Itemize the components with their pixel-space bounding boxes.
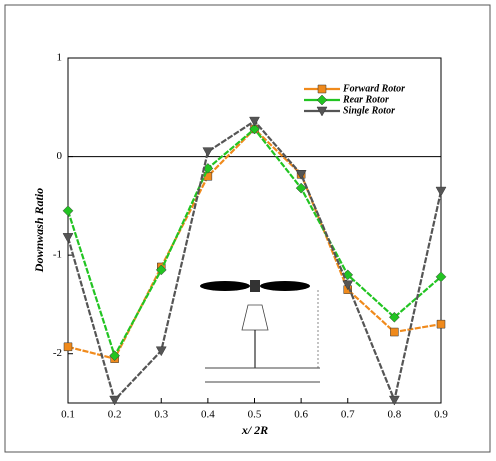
x-tick-label: 0.3 <box>154 409 168 421</box>
marker <box>110 396 120 405</box>
frame <box>5 5 490 452</box>
legend-marker <box>318 85 326 93</box>
y-tick-label: 1 <box>57 52 63 64</box>
marker <box>156 347 166 356</box>
series-line <box>68 129 441 356</box>
inset-diagram <box>200 280 320 382</box>
y-tick-label: -1 <box>53 249 62 261</box>
marker <box>203 148 213 157</box>
legend-label: Forward Rotor <box>342 83 405 94</box>
legend-label: Rear Rotor <box>342 94 389 105</box>
y-tick-label: 0 <box>57 150 63 162</box>
legend-marker <box>317 95 327 105</box>
x-tick-label: 0.1 <box>61 409 75 421</box>
x-tick-label: 0.6 <box>294 409 308 421</box>
x-tick-label: 0.5 <box>248 409 262 421</box>
chart: x/ 2R Downwash Ratio -2 -1 0 1 0.1 0.2 0.3 0.4 0… <box>0 0 496 456</box>
marker <box>63 233 73 242</box>
x-tick-label: 0.4 <box>201 409 215 421</box>
x-tick-label: 0.2 <box>108 409 122 421</box>
marker <box>389 396 399 405</box>
marker <box>64 343 72 351</box>
y-tick-label: -2 <box>53 347 62 359</box>
x-tick-label: 0.8 <box>388 409 402 421</box>
legend-label: Single Rotor <box>343 105 395 116</box>
y-axis-label: Downwash Ratio <box>32 188 46 273</box>
x-tick-label: 0.9 <box>434 409 448 421</box>
x-axis-label: x/ 2R <box>241 423 268 437</box>
marker <box>436 187 446 196</box>
marker <box>63 206 73 216</box>
series-line <box>68 129 441 359</box>
x-tick-label: 0.7 <box>341 409 355 421</box>
marker <box>390 328 398 336</box>
marker <box>437 320 445 328</box>
